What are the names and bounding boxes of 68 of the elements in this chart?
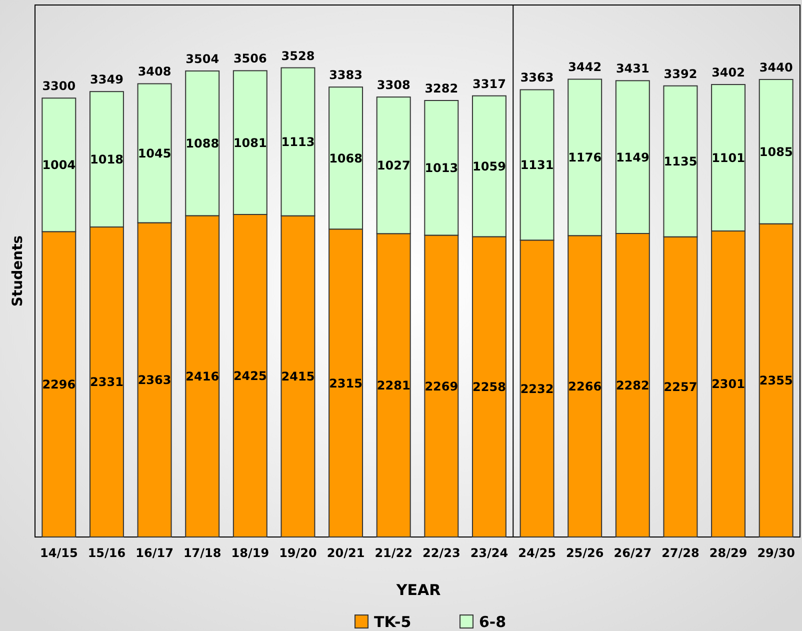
data-label: 2282: [616, 378, 650, 392]
x-tick-label: 20/21: [326, 546, 365, 560]
data-label: 2416: [186, 370, 220, 384]
data-label: 1059: [472, 159, 506, 174]
data-label: 1131: [520, 158, 554, 172]
x-tick-label: 25/26: [566, 546, 604, 560]
data-label: 2266: [568, 380, 602, 394]
data-label: 2425: [233, 368, 267, 383]
total-label: 3442: [568, 60, 602, 74]
data-label: 2355: [759, 374, 793, 388]
data-label: 1004: [42, 158, 76, 172]
total-label: 3528: [281, 48, 315, 63]
x-tick-label: 19/20: [279, 546, 317, 560]
data-label: 1176: [568, 150, 602, 165]
total-label: 3506: [233, 52, 267, 66]
data-label: 1149: [616, 150, 650, 164]
total-label: 3317: [472, 76, 506, 91]
x-tick-label: 29/30: [757, 546, 795, 560]
total-label: 3349: [90, 72, 124, 87]
data-label: 2232: [520, 382, 554, 396]
data-label: 2269: [424, 379, 458, 394]
x-tick-label: 28/29: [709, 546, 748, 560]
total-label: 3300: [42, 79, 76, 94]
data-label: 2301: [712, 377, 745, 392]
data-label: 2258: [472, 380, 506, 394]
total-label: 3392: [664, 66, 698, 81]
data-label: 1081: [233, 136, 267, 150]
data-label: 2257: [664, 380, 698, 394]
x-tick-label: 18/19: [231, 546, 270, 560]
total-label: 3431: [616, 62, 650, 76]
x-tick-label: 17/18: [183, 546, 222, 560]
total-label: 3308: [376, 78, 410, 92]
x-tick-label: 22/23: [422, 546, 460, 560]
total-label: 3408: [138, 64, 172, 79]
x-tick-label: 15/16: [88, 546, 126, 560]
data-label: 2315: [329, 376, 362, 390]
x-tick-label: 14/15: [40, 546, 78, 560]
y-axis-title: Students: [10, 235, 26, 307]
data-label: 1085: [759, 144, 793, 159]
data-label: 2331: [90, 375, 124, 390]
data-label: 1135: [664, 154, 698, 169]
legend-label: TK-5: [374, 613, 412, 631]
data-label: 2415: [281, 370, 315, 384]
x-tick-label: 23/24: [470, 546, 508, 560]
total-label: 3383: [329, 68, 362, 82]
x-tick-label: 26/27: [614, 546, 652, 560]
data-label: 2296: [42, 378, 76, 392]
total-label: 3363: [520, 70, 554, 85]
data-label: 1045: [138, 146, 172, 160]
total-label: 3282: [424, 81, 458, 96]
data-label: 2281: [376, 378, 410, 393]
data-label: 1018: [90, 152, 124, 166]
total-label: 3504: [186, 52, 220, 66]
data-label: 1013: [424, 161, 458, 176]
x-tick-label: 16/17: [136, 546, 174, 560]
total-label: 3402: [712, 66, 745, 80]
data-label: 1113: [281, 134, 315, 149]
legend-label: 6-8: [479, 613, 506, 631]
x-axis-title: YEAR: [395, 581, 442, 599]
x-tick-label: 24/25: [518, 546, 556, 560]
data-label: 1068: [329, 151, 362, 166]
x-tick-label: 21/22: [374, 546, 412, 560]
data-label: 1101: [712, 150, 745, 165]
data-label: 1088: [186, 136, 220, 151]
total-label: 3440: [759, 60, 793, 74]
data-label: 1027: [376, 158, 410, 173]
data-label: 2363: [138, 373, 172, 388]
x-tick-label: 27/28: [662, 546, 700, 560]
